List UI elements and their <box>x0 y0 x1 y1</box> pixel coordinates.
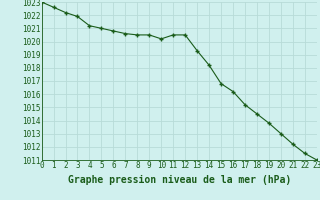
X-axis label: Graphe pression niveau de la mer (hPa): Graphe pression niveau de la mer (hPa) <box>68 175 291 185</box>
